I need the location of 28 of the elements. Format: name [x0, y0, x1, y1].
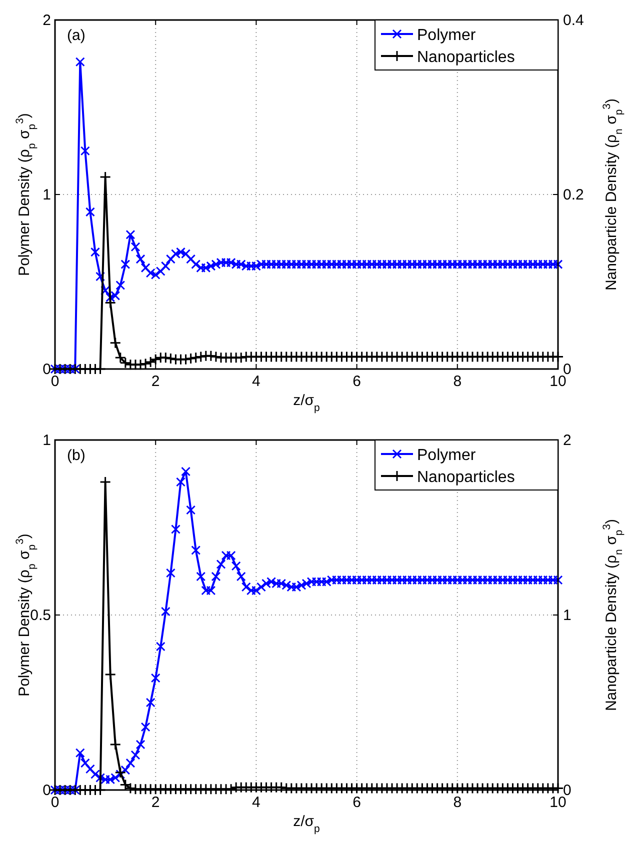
y-tick-label: 2	[42, 12, 51, 29]
y-tick-label: 0.5	[30, 607, 51, 624]
legend-label: Polymer	[417, 447, 476, 464]
annotation: (b)	[67, 447, 86, 464]
x-tick-label: 4	[252, 373, 260, 390]
x-axis-title: z/σ$_{p}$	[293, 392, 320, 414]
x-tick-label: 2	[151, 794, 160, 811]
legend-label: Nanoparticles	[417, 49, 515, 66]
y-tick-label: 1	[42, 432, 51, 449]
y2-tick-label: 0.2	[563, 186, 584, 204]
x-tick-label: 6	[352, 373, 361, 390]
y2-tick-label: 0.4	[563, 12, 584, 29]
y2-tick-label: 1	[563, 607, 572, 624]
y-tick-label: 1	[42, 186, 51, 204]
y-tick-label: 0	[42, 361, 51, 378]
x-tick-label: 10	[550, 794, 566, 811]
x-tick-label: 8	[453, 373, 462, 390]
x-axis-title: z/σ$_{p}$	[293, 813, 320, 835]
x-tick-label: 10	[550, 373, 566, 390]
y-tick-label: 0	[42, 782, 51, 799]
annotation: (a)	[67, 27, 86, 44]
legend-label: Nanoparticles	[417, 469, 515, 486]
y2-tick-label: 2	[563, 432, 572, 449]
x-tick-label: 8	[453, 794, 462, 811]
x-tick-label: 2	[151, 373, 160, 390]
x-tick-label: 4	[252, 794, 260, 811]
legend-label: Polymer	[417, 27, 476, 44]
x-tick-label: 6	[352, 794, 361, 811]
